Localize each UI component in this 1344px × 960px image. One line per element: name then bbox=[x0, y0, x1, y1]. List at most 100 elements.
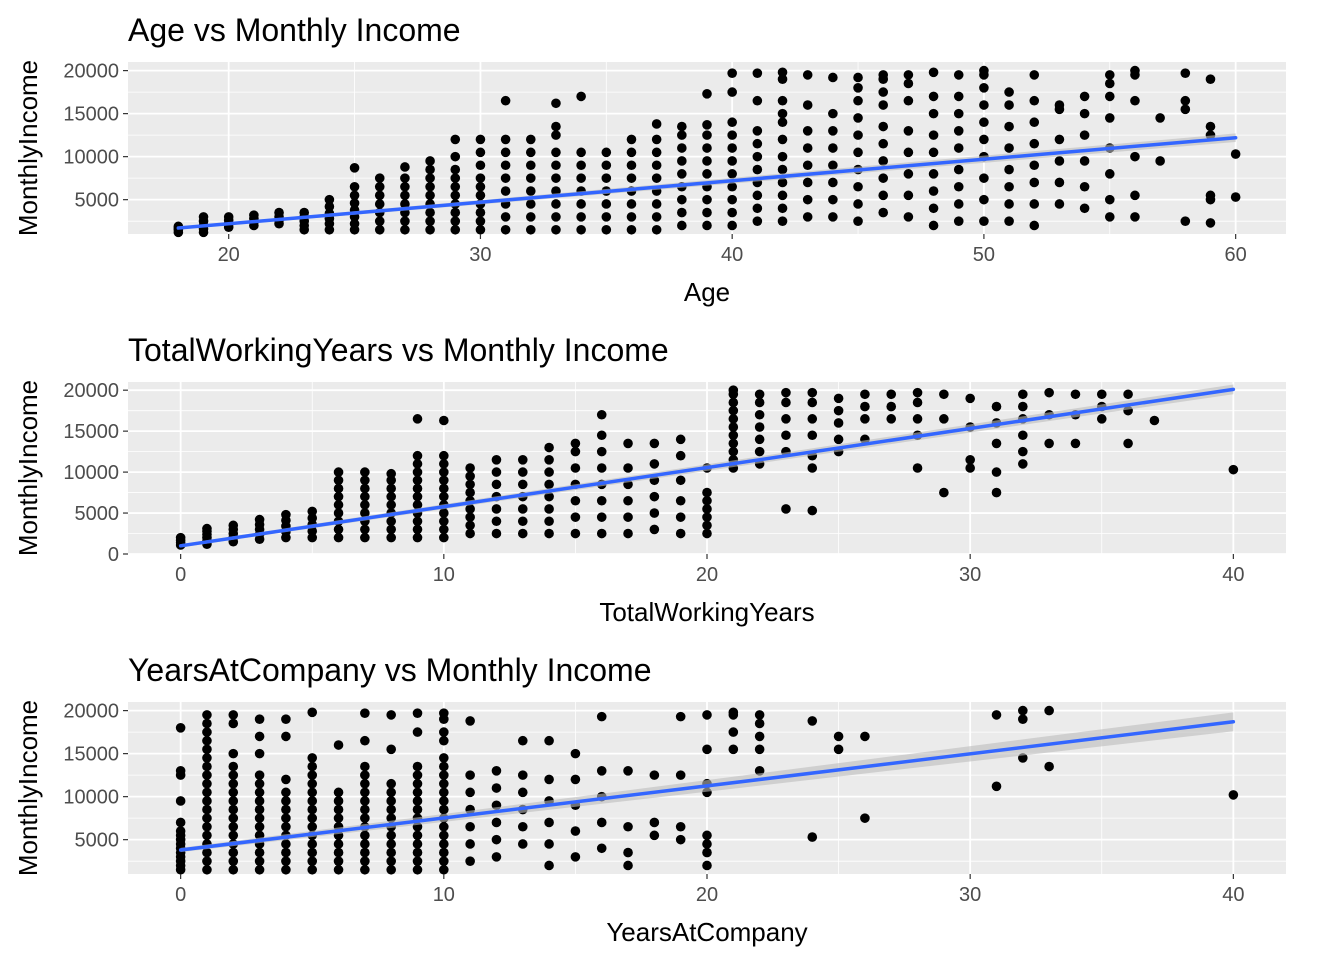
data-point bbox=[570, 446, 581, 457]
data-point bbox=[333, 500, 344, 510]
data-point bbox=[439, 459, 449, 469]
data-point bbox=[525, 186, 536, 196]
data-point bbox=[439, 708, 449, 718]
data-point bbox=[965, 463, 975, 473]
data-point bbox=[702, 495, 712, 506]
data-point bbox=[802, 100, 813, 110]
data-point bbox=[928, 147, 939, 158]
y-tick-label: 20000 bbox=[63, 380, 119, 402]
data-point bbox=[807, 832, 818, 842]
data-point bbox=[1104, 113, 1115, 123]
data-point bbox=[307, 770, 318, 780]
data-point bbox=[202, 821, 212, 832]
data-point bbox=[1018, 389, 1028, 400]
data-point bbox=[517, 467, 528, 477]
data-point bbox=[254, 804, 265, 815]
data-point bbox=[979, 216, 989, 226]
data-point bbox=[360, 839, 370, 849]
data-point bbox=[928, 108, 939, 119]
data-point bbox=[1004, 164, 1014, 175]
data-point bbox=[386, 778, 396, 789]
data-point bbox=[1079, 181, 1090, 192]
data-point bbox=[360, 770, 370, 780]
data-point bbox=[281, 864, 291, 875]
data-point bbox=[623, 512, 633, 522]
data-point bbox=[1079, 156, 1090, 166]
data-point bbox=[1123, 389, 1133, 400]
data-point bbox=[439, 830, 449, 841]
x-tick-label: 30 bbox=[959, 564, 981, 586]
data-point bbox=[649, 459, 660, 469]
data-point bbox=[828, 212, 838, 222]
data-point bbox=[500, 147, 511, 158]
data-point bbox=[439, 450, 449, 461]
data-point bbox=[202, 753, 212, 763]
data-point bbox=[833, 731, 844, 742]
data-point bbox=[175, 532, 186, 543]
data-point bbox=[777, 74, 788, 84]
data-point bbox=[386, 710, 396, 720]
y-tick-label: 5000 bbox=[75, 190, 120, 212]
data-point bbox=[439, 761, 449, 772]
data-point bbox=[439, 787, 449, 798]
data-point bbox=[728, 446, 739, 457]
data-point bbox=[228, 520, 239, 531]
data-point bbox=[386, 847, 396, 858]
data-point bbox=[439, 770, 449, 780]
data-point bbox=[576, 224, 586, 235]
data-point bbox=[517, 504, 528, 514]
data-point bbox=[728, 414, 739, 424]
data-point bbox=[727, 207, 737, 218]
data-point bbox=[675, 450, 686, 461]
data-point bbox=[333, 524, 344, 535]
data-point bbox=[202, 847, 212, 858]
data-point bbox=[281, 839, 291, 849]
x-tick-label: 40 bbox=[1222, 564, 1244, 586]
data-point bbox=[412, 532, 423, 543]
data-point bbox=[412, 450, 423, 461]
data-point bbox=[465, 839, 475, 849]
data-point bbox=[752, 126, 763, 136]
data-point bbox=[781, 430, 791, 441]
x-axis-title-years-at-company: YearsAtCompany bbox=[606, 917, 807, 947]
data-point bbox=[274, 207, 284, 218]
data-point bbox=[802, 160, 813, 171]
data-point bbox=[702, 194, 712, 205]
data-point bbox=[202, 787, 212, 798]
data-point bbox=[860, 401, 870, 412]
data-point bbox=[1029, 160, 1040, 171]
data-point bbox=[754, 744, 765, 755]
data-point bbox=[360, 804, 370, 815]
data-point bbox=[475, 160, 486, 171]
data-point bbox=[475, 181, 486, 192]
data-point bbox=[281, 804, 291, 815]
data-point bbox=[475, 224, 486, 235]
data-point bbox=[307, 821, 318, 832]
data-point bbox=[175, 817, 186, 828]
data-point bbox=[465, 770, 475, 780]
data-point bbox=[677, 130, 687, 140]
data-point bbox=[833, 405, 844, 416]
data-point bbox=[307, 796, 318, 806]
data-point bbox=[1044, 387, 1054, 398]
data-point bbox=[202, 710, 212, 720]
data-point bbox=[576, 199, 586, 209]
data-point bbox=[299, 207, 310, 218]
data-point bbox=[386, 744, 396, 755]
data-point bbox=[675, 821, 686, 832]
data-point bbox=[576, 91, 586, 102]
data-point bbox=[202, 727, 212, 737]
data-point bbox=[439, 847, 449, 858]
x-tick-label: 50 bbox=[973, 244, 995, 266]
data-point bbox=[754, 710, 765, 720]
data-point bbox=[1104, 194, 1115, 205]
data-point bbox=[360, 864, 370, 875]
data-point bbox=[623, 528, 633, 539]
data-point bbox=[491, 504, 502, 514]
data-point bbox=[202, 523, 212, 534]
data-point bbox=[525, 173, 536, 183]
data-point bbox=[903, 78, 914, 89]
data-point bbox=[675, 770, 686, 780]
data-point bbox=[491, 766, 502, 776]
data-point bbox=[386, 804, 396, 815]
